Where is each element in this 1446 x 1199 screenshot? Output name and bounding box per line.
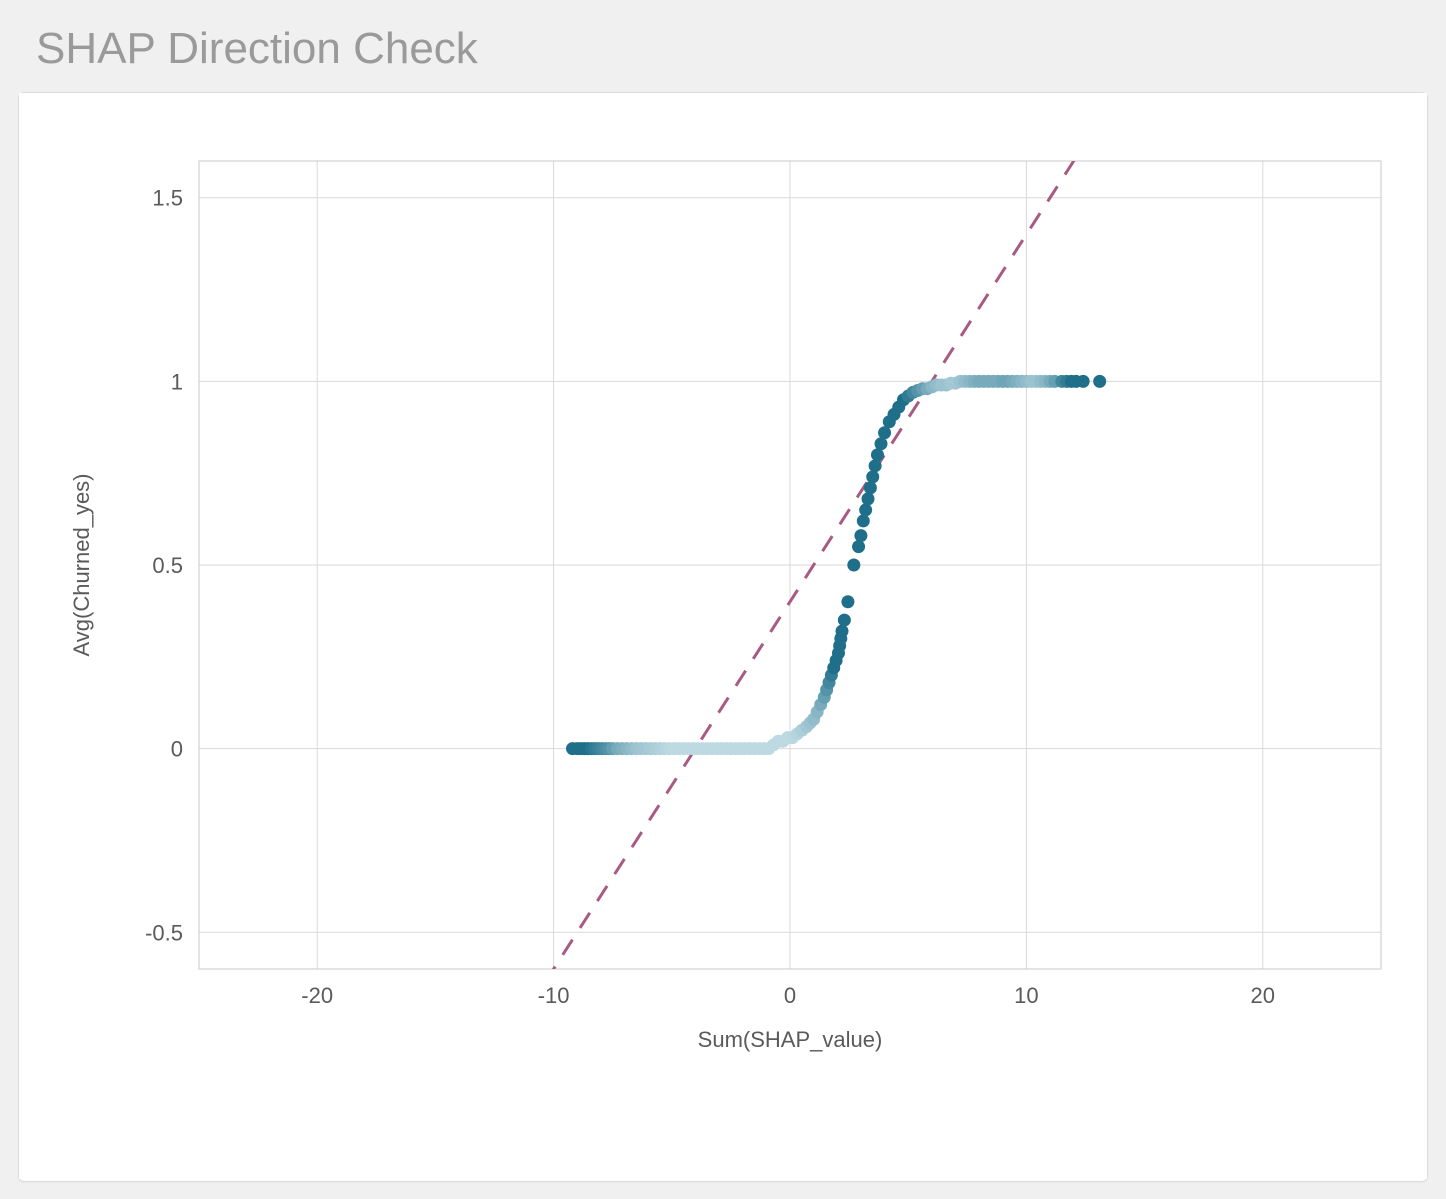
data-point	[864, 481, 877, 494]
data-point	[854, 529, 867, 542]
data-point	[857, 514, 870, 527]
page-title: SHAP Direction Check	[0, 0, 1446, 92]
x-tick-label: 10	[1014, 983, 1038, 1008]
data-point	[847, 559, 860, 572]
y-tick-label: 0	[171, 737, 183, 762]
y-tick-label: 1	[171, 369, 183, 394]
x-tick-label: 20	[1251, 983, 1275, 1008]
scatter-chart: -20 -10 0 10 20 -0.5 0 0.5 1 1.5 Sum(SHAP_value) Av…	[19, 93, 1427, 1179]
x-tick-label: -10	[538, 983, 570, 1008]
chart-card: -20 -10 0 10 20 -0.5 0 0.5 1 1.5 Sum(SHAP_value) Av…	[18, 92, 1428, 1182]
y-tick-label: -0.5	[145, 920, 183, 945]
y-tick-label: 1.5	[152, 186, 183, 211]
data-point	[852, 540, 865, 553]
x-axis-label: Sum(SHAP_value)	[698, 1027, 883, 1052]
data-point	[875, 437, 888, 450]
y-axis-label: Avg(Churned_yes)	[69, 473, 94, 656]
data-point	[862, 492, 875, 505]
data-point	[859, 503, 872, 516]
x-tick-label: -20	[301, 983, 333, 1008]
data-point	[869, 459, 882, 472]
data-point	[871, 448, 884, 461]
data-point	[866, 470, 879, 483]
x-tick-label: 0	[784, 983, 796, 1008]
data-point	[841, 595, 854, 608]
data-point	[1077, 375, 1090, 388]
data-point	[1093, 375, 1106, 388]
data-point	[838, 614, 851, 627]
y-tick-label: 0.5	[152, 553, 183, 578]
data-point	[836, 625, 849, 638]
